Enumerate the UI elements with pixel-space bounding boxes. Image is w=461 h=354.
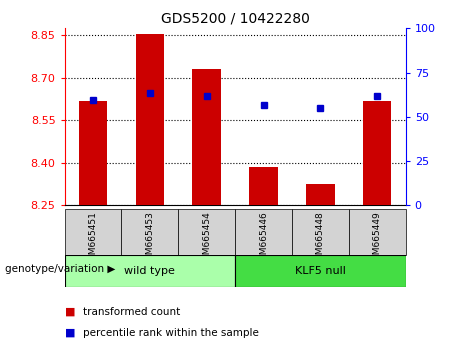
Bar [79, 101, 107, 205]
Text: GSM665451: GSM665451 [89, 211, 97, 266]
Bar [292, 209, 349, 255]
Text: transformed count: transformed count [83, 307, 180, 316]
Bar [349, 209, 406, 255]
Text: GSM665446: GSM665446 [259, 211, 268, 266]
Bar [249, 167, 278, 205]
Text: GSM665453: GSM665453 [145, 211, 154, 266]
Text: genotype/variation ▶: genotype/variation ▶ [5, 264, 115, 274]
Bar [363, 101, 391, 205]
Bar [121, 209, 178, 255]
Bar [65, 209, 121, 255]
Text: GSM665454: GSM665454 [202, 211, 211, 266]
Text: KLF5 null: KLF5 null [295, 266, 346, 276]
Bar [235, 255, 406, 287]
Title: GDS5200 / 10422280: GDS5200 / 10422280 [161, 12, 309, 26]
Text: wild type: wild type [124, 266, 175, 276]
Bar [136, 34, 164, 205]
Text: ■: ■ [65, 307, 75, 316]
Bar [193, 69, 221, 205]
Text: GSM665449: GSM665449 [373, 211, 382, 266]
Text: percentile rank within the sample: percentile rank within the sample [83, 328, 259, 338]
Text: GSM665448: GSM665448 [316, 211, 325, 266]
Bar [306, 184, 335, 205]
Bar [178, 209, 235, 255]
Bar [65, 255, 235, 287]
Text: ■: ■ [65, 328, 75, 338]
Bar [235, 209, 292, 255]
